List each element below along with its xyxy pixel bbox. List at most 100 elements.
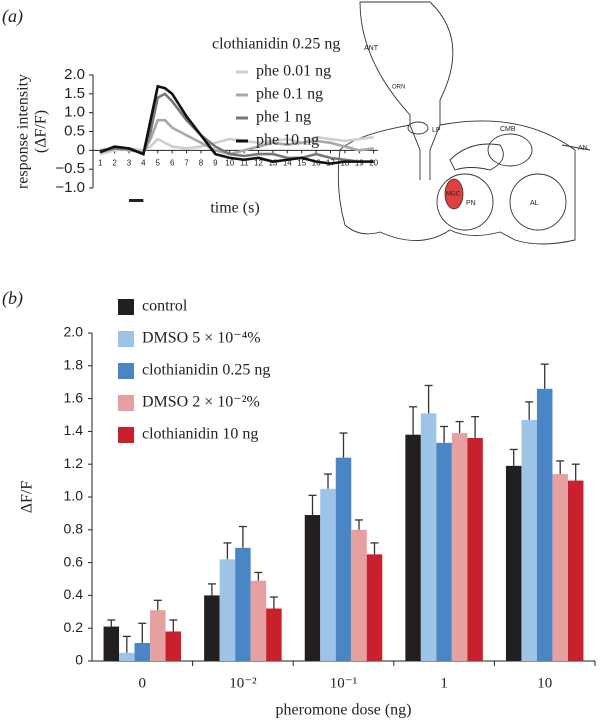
diagram-label: AN (578, 145, 588, 152)
x-tick-label: 10⁻² (229, 675, 257, 691)
y-tick-label: 1.0 (64, 104, 85, 121)
y-tick-label: −0.5 (55, 160, 85, 177)
x-tick-label: 8 (199, 158, 204, 167)
bar (320, 488, 336, 661)
y-tick-label: 2.0 (64, 324, 84, 340)
legend-label: control (142, 298, 188, 315)
x-tick-label: 1 (98, 158, 103, 167)
x-tick-label: 10 (225, 158, 234, 167)
x-tick-label: 10 (537, 675, 552, 691)
stimulus-bar (128, 199, 144, 202)
bar (552, 474, 568, 661)
legend-label: phe 0.01 ng (256, 63, 331, 80)
bar (103, 626, 120, 661)
y-tick-label: 0.6 (64, 553, 84, 569)
y-tick-label: 1.8 (64, 357, 84, 373)
y-tick-label: 0.5 (64, 122, 85, 139)
bar (366, 554, 383, 661)
diagram-label: LP (432, 127, 441, 134)
diagram-label: PN (466, 200, 476, 207)
panel-label: (b) (2, 288, 23, 309)
bar (567, 480, 584, 661)
x-tick-label: 1 (440, 675, 448, 691)
x-tick-label: 2 (112, 158, 117, 167)
legend-label: clothianidin 10 ng (142, 426, 258, 443)
bar (351, 529, 367, 661)
diagram-label: AL (530, 200, 539, 207)
y-axis-label: (ΔF/F) (33, 110, 50, 153)
x-tick-label: 10⁻¹ (330, 675, 357, 691)
legend-label: phe 1 ng (256, 109, 311, 126)
x-tick-label: 14 (283, 158, 292, 167)
legend-swatch (118, 427, 134, 443)
x-tick-label: 15 (297, 158, 306, 167)
x-tick-label: 0 (139, 675, 147, 691)
legend-title: clothianidin 0.25 ng (212, 36, 340, 53)
diagram-label: MGC (446, 192, 461, 198)
legend-label: DMSO 2 × 10⁻²% (142, 394, 260, 411)
x-tick-label: 3 (127, 158, 132, 167)
bar (204, 595, 220, 661)
x-tick-label: 4 (141, 158, 146, 167)
y-tick-label: 0 (77, 141, 85, 158)
legend-swatch (118, 331, 134, 347)
legend-swatch (118, 363, 134, 379)
y-tick-label: 1.6 (64, 389, 84, 405)
legend-swatch (118, 395, 134, 411)
y-axis-label: response intensity (15, 74, 32, 189)
x-axis-label: pheromone dose (ng) (276, 702, 412, 719)
bar (119, 652, 135, 661)
legend-label: phe 0.1 ng (256, 86, 323, 103)
y-tick-label: 1.4 (64, 422, 84, 438)
y-tick-label: 1.0 (64, 488, 84, 504)
brain-diagram: ANT ORN LP CMB AN MGC PN AL (337, 1, 591, 245)
line-series (99, 135, 374, 156)
diagram-label: ORN (392, 85, 405, 91)
diagram-label: CMB (500, 126, 516, 133)
bar (250, 580, 267, 661)
bar (467, 437, 483, 661)
x-tick-label: 11 (240, 158, 249, 167)
y-tick-label: 0.8 (64, 521, 84, 537)
bar (134, 642, 151, 661)
bar (405, 434, 421, 661)
y-tick-label: 1.2 (64, 455, 84, 471)
bar (335, 457, 352, 661)
bar (235, 547, 251, 661)
x-tick-label: 12 (254, 158, 263, 167)
x-tick-label: 7 (184, 158, 189, 167)
x-tick-label: 20 (369, 158, 378, 167)
y-tick-label: 2.0 (64, 66, 85, 83)
x-tick-label: 9 (213, 158, 218, 167)
bar (304, 515, 321, 661)
bar (420, 413, 437, 661)
bar (505, 465, 522, 661)
bar (451, 433, 468, 661)
bar (521, 419, 537, 661)
bar (266, 608, 282, 661)
x-tick-label: 19 (355, 158, 364, 167)
legend-label: phe 10 ng (256, 132, 319, 149)
legend-label: clothianidin 0.25 ng (142, 362, 270, 379)
y-axis-label: ΔF/F (19, 481, 36, 514)
bar (150, 610, 166, 661)
x-axis-label: time (s) (210, 200, 259, 217)
legend-swatch (118, 299, 134, 315)
line-series (99, 84, 374, 165)
x-tick-label: 18 (340, 158, 349, 167)
y-tick-label: 0 (75, 652, 83, 668)
bar (165, 631, 182, 661)
x-tick-label: 6 (170, 158, 175, 167)
y-tick-label: 1.5 (64, 85, 85, 102)
y-tick-label: 0.2 (64, 619, 84, 635)
bar (536, 388, 553, 661)
x-tick-label: 13 (268, 158, 277, 167)
y-tick-label: 0.4 (64, 586, 84, 602)
bar (436, 442, 452, 661)
panel-label: (a) (2, 6, 23, 27)
bar (219, 559, 236, 661)
y-tick-label: −1.0 (55, 179, 85, 196)
x-tick-label: 5 (156, 158, 161, 167)
